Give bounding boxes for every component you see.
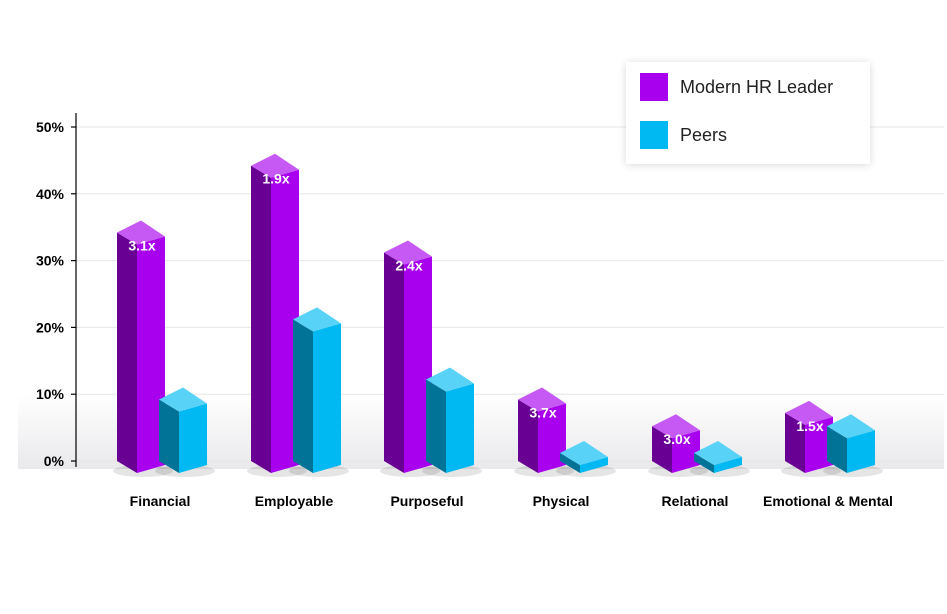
data-label: 1.9x [262, 171, 289, 187]
x-tick-label: Financial [130, 493, 191, 509]
bar-peers [823, 414, 883, 477]
y-tick-label: 30% [36, 253, 65, 269]
legend: Modern HR Leader Peers [626, 62, 870, 164]
x-tick-label: Relational [662, 493, 729, 509]
legend-item-modern-hr-leader: Modern HR Leader [640, 73, 833, 101]
x-axis-labels: Financial Employable Purposeful Physical Rel… [130, 493, 893, 509]
bar-modern-hr-leader [247, 153, 307, 477]
bar-peers [556, 440, 616, 477]
bar-peers [422, 367, 482, 477]
legend-swatch-peers [640, 121, 668, 149]
bar-peers [289, 307, 349, 477]
x-tick-label: Employable [255, 493, 334, 509]
data-label: 1.5x [796, 418, 823, 434]
y-tick-label: 40% [36, 186, 65, 202]
y-tick-label: 50% [36, 119, 65, 135]
bar-peers [690, 440, 750, 477]
legend-label: Modern HR Leader [680, 76, 834, 97]
y-tick-label: 10% [36, 386, 65, 402]
y-axis: 0% 10% 20% 30% 40% 50% [36, 113, 77, 469]
x-tick-label: Purposeful [390, 493, 463, 509]
x-tick-label: Emotional & Mental [763, 493, 893, 509]
bar-peers [155, 387, 215, 477]
x-tick-label: Physical [533, 493, 590, 509]
data-label: 2.4x [395, 258, 422, 274]
data-label: 3.1x [128, 238, 155, 254]
y-tick-label: 20% [36, 319, 65, 335]
bar-modern-hr-leader [648, 414, 708, 477]
bar-modern-hr-leader [514, 387, 574, 477]
bar-modern-hr-leader [781, 400, 841, 477]
legend-item-peers: Peers [640, 121, 727, 149]
data-label: 3.7x [529, 405, 556, 421]
legend-label: Peers [680, 124, 728, 145]
bar-modern-hr-leader [380, 240, 440, 477]
legend-swatch-modern-hr-leader [640, 73, 668, 101]
data-label: 3.0x [663, 431, 690, 447]
bar-modern-hr-leader [113, 220, 173, 477]
y-tick-label: 0% [44, 453, 65, 469]
bars: 3.1x 1.9x 2.4x 3.7x 3.0x 1.5x [113, 153, 883, 477]
